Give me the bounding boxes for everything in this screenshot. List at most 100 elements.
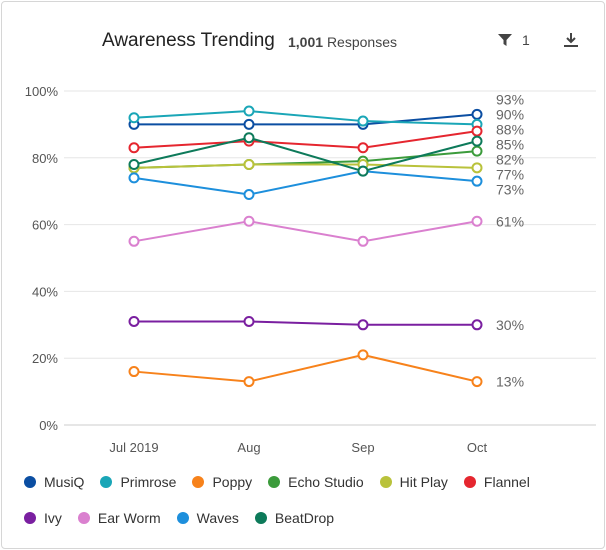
data-point[interactable] [471, 319, 483, 331]
legend-item[interactable]: Ear Worm [77, 510, 161, 526]
series-line [134, 113, 478, 126]
legend-item[interactable]: Hit Play [379, 474, 448, 490]
chart-title: Awareness Trending [102, 30, 275, 51]
series-line [134, 320, 477, 326]
legend-label: Poppy [212, 474, 253, 490]
series-musiq: 93% [128, 91, 524, 130]
legend-item[interactable]: Ivy [24, 510, 62, 526]
legend-label: Flannel [483, 474, 530, 490]
legend-item[interactable]: Echo Studio [268, 474, 364, 490]
y-tick-label: 0% [39, 418, 58, 433]
data-point[interactable] [128, 172, 140, 184]
data-point[interactable] [128, 366, 140, 378]
series-line [133, 353, 478, 383]
legend-item[interactable]: MusiQ [24, 474, 84, 490]
series-ivy: 30% [128, 315, 524, 333]
end-value-label: 82% [496, 151, 524, 167]
x-tick-label: Sep [351, 440, 374, 455]
data-point[interactable] [243, 376, 255, 388]
data-point[interactable] [128, 158, 140, 170]
y-tick-label: 80% [32, 151, 58, 166]
legend-item[interactable]: Poppy [192, 474, 252, 490]
data-point[interactable] [357, 235, 369, 247]
filter-icon [498, 34, 512, 46]
series-line [133, 110, 478, 126]
end-value-label: 93% [496, 91, 524, 107]
legend-swatch [176, 512, 189, 524]
legend-label: Echo Studio [288, 474, 364, 490]
series-line [133, 220, 478, 243]
x-tick-label: Oct [467, 440, 488, 455]
data-point[interactable] [471, 215, 483, 227]
end-value-label: 77% [496, 166, 524, 182]
end-value-label: 88% [496, 121, 524, 137]
data-point[interactable] [128, 235, 140, 247]
series-flannel: 88% [128, 121, 524, 154]
data-point[interactable] [357, 142, 369, 154]
data-point[interactable] [128, 112, 140, 124]
data-point[interactable] [243, 215, 255, 227]
legend-swatch [77, 512, 90, 524]
legend-label: Primrose [120, 474, 177, 490]
data-point[interactable] [471, 145, 483, 157]
legend-label: MusiQ [44, 474, 85, 490]
data-point[interactable] [471, 125, 483, 137]
legend-item[interactable]: Waves [176, 510, 239, 526]
series-line [133, 130, 478, 149]
legend-label: Waves [196, 510, 239, 526]
series-beatdrop: 85% [128, 132, 524, 177]
x-tick-label: Aug [237, 440, 260, 455]
legend-swatch [24, 476, 36, 488]
y-tick-label: 40% [32, 284, 58, 299]
x-tick-label: Jul 2019 [109, 440, 158, 455]
legend-item[interactable]: BeatDrop [254, 510, 334, 526]
data-point[interactable] [471, 162, 483, 174]
series-line [133, 136, 478, 173]
data-point[interactable] [243, 158, 255, 170]
response-number: 1,001 [288, 34, 324, 50]
end-value-label: 85% [496, 136, 524, 152]
data-point[interactable] [243, 118, 255, 130]
end-value-label: 30% [496, 317, 524, 333]
response-count: 1,001 Responses [288, 34, 397, 50]
data-point[interactable] [243, 105, 255, 117]
data-point[interactable] [128, 142, 140, 154]
data-point[interactable] [471, 135, 483, 147]
download-icon[interactable] [564, 32, 578, 48]
series-waves: 73% [128, 165, 524, 201]
data-point[interactable] [357, 349, 369, 361]
legend-swatch [192, 476, 205, 488]
legend-swatch [254, 512, 267, 524]
data-point[interactable] [128, 315, 140, 327]
data-point[interactable] [243, 189, 255, 201]
line-chart: 0% 20% 40% 60% 80% 100% Jul 2019 Aug Sep Oct 93%90… [25, 84, 596, 455]
filter-button[interactable]: 1 [498, 32, 530, 48]
y-tick-label: 60% [32, 218, 58, 233]
data-point[interactable] [471, 175, 483, 187]
series-line [133, 170, 478, 196]
legend-item[interactable]: Primrose [100, 474, 176, 490]
series-poppy: 13% [128, 349, 524, 390]
legend-swatch [379, 476, 392, 488]
filter-count: 1 [522, 32, 530, 48]
legend-item[interactable]: Flannel [463, 474, 530, 490]
end-value-label: 90% [496, 106, 524, 122]
data-point[interactable] [243, 315, 255, 327]
data-point[interactable] [471, 108, 483, 120]
response-label: Responses [326, 34, 397, 50]
legend-swatch [100, 476, 113, 488]
data-point[interactable] [357, 319, 369, 331]
end-value-label: 73% [496, 181, 524, 197]
y-tick-label: 100% [25, 84, 59, 99]
series-primrose: 90% [128, 105, 524, 130]
series-hit-play: 77% [128, 158, 524, 182]
data-point[interactable] [357, 165, 369, 177]
data-point[interactable] [243, 132, 255, 144]
end-value-label: 61% [496, 213, 524, 229]
series-echo-studio: 82% [128, 145, 524, 174]
end-value-label: 13% [496, 374, 524, 390]
data-point[interactable] [471, 376, 483, 388]
data-point[interactable] [357, 115, 369, 127]
legend-label: Ear Worm [97, 510, 161, 526]
